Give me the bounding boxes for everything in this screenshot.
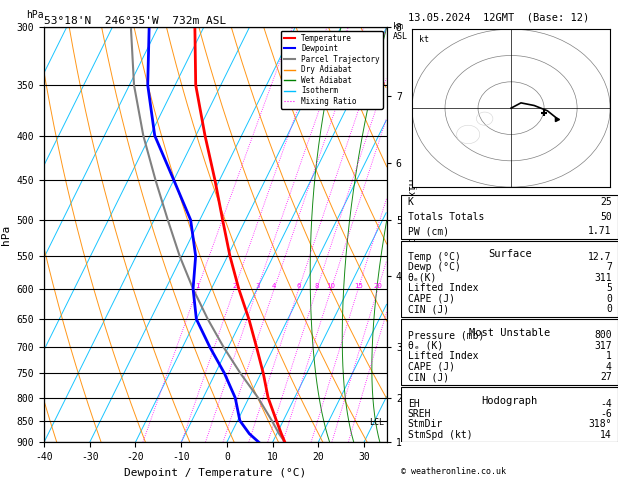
Text: 1: 1 [606,351,612,362]
Text: CAPE (J): CAPE (J) [408,362,455,372]
Text: SREH: SREH [408,409,431,419]
Text: 1: 1 [195,283,199,289]
Text: Temp (°C): Temp (°C) [408,252,460,262]
Text: 8: 8 [314,283,319,289]
Text: StmSpd (kt): StmSpd (kt) [408,430,472,440]
Text: 1.71: 1.71 [588,226,612,236]
Text: 4: 4 [606,362,612,372]
Text: 12.7: 12.7 [588,252,612,262]
FancyBboxPatch shape [401,319,618,385]
Text: 318°: 318° [588,419,612,429]
FancyBboxPatch shape [401,387,618,442]
Text: Totals Totals: Totals Totals [408,211,484,222]
Text: -6: -6 [600,409,612,419]
Text: 20: 20 [374,283,382,289]
Text: 317: 317 [594,341,612,351]
Text: 13.05.2024  12GMT  (Base: 12): 13.05.2024 12GMT (Base: 12) [408,12,589,22]
Text: km
ASL: km ASL [393,22,408,41]
Text: Most Unstable: Most Unstable [469,328,550,338]
Text: EH: EH [408,399,420,409]
Text: 50: 50 [600,211,612,222]
Text: 7: 7 [606,262,612,273]
Text: 311: 311 [594,273,612,283]
Text: 15: 15 [353,283,362,289]
Text: hPa: hPa [26,11,43,20]
FancyBboxPatch shape [401,241,618,317]
Text: 14: 14 [600,430,612,440]
Text: Lifted Index: Lifted Index [408,351,478,362]
Text: 800: 800 [594,330,612,340]
Text: CIN (J): CIN (J) [408,372,449,382]
Text: 6: 6 [296,283,301,289]
Text: © weatheronline.co.uk: © weatheronline.co.uk [401,467,506,476]
Text: θₑ (K): θₑ (K) [408,341,443,351]
Y-axis label: hPa: hPa [1,225,11,244]
Text: Hodograph: Hodograph [482,396,538,406]
Text: 27: 27 [600,372,612,382]
Text: PW (cm): PW (cm) [408,226,449,236]
Text: LCL: LCL [370,418,384,427]
Text: 2: 2 [232,283,237,289]
Y-axis label: Mixing Ratio (g/kg): Mixing Ratio (g/kg) [406,179,416,290]
Text: θₑ(K): θₑ(K) [408,273,437,283]
Legend: Temperature, Dewpoint, Parcel Trajectory, Dry Adiabat, Wet Adiabat, Isotherm, Mi: Temperature, Dewpoint, Parcel Trajectory… [281,31,383,109]
Text: Pressure (mb): Pressure (mb) [408,330,484,340]
X-axis label: Dewpoint / Temperature (°C): Dewpoint / Temperature (°C) [125,468,306,478]
Text: Lifted Index: Lifted Index [408,283,478,293]
Text: 0: 0 [606,304,612,314]
Text: 25: 25 [600,197,612,207]
Text: Surface: Surface [488,249,532,260]
Text: K: K [408,197,414,207]
Text: 53°18'N  246°35'W  732m ASL: 53°18'N 246°35'W 732m ASL [44,16,226,26]
Text: CAPE (J): CAPE (J) [408,294,455,304]
FancyBboxPatch shape [401,195,618,239]
Text: 0: 0 [606,294,612,304]
Text: 10: 10 [326,283,336,289]
Text: Dewp (°C): Dewp (°C) [408,262,460,273]
Text: 3: 3 [255,283,260,289]
Text: CIN (J): CIN (J) [408,304,449,314]
Text: kt: kt [419,35,428,44]
Text: -4: -4 [600,399,612,409]
Text: 4: 4 [272,283,276,289]
Text: StmDir: StmDir [408,419,443,429]
Text: 5: 5 [606,283,612,293]
